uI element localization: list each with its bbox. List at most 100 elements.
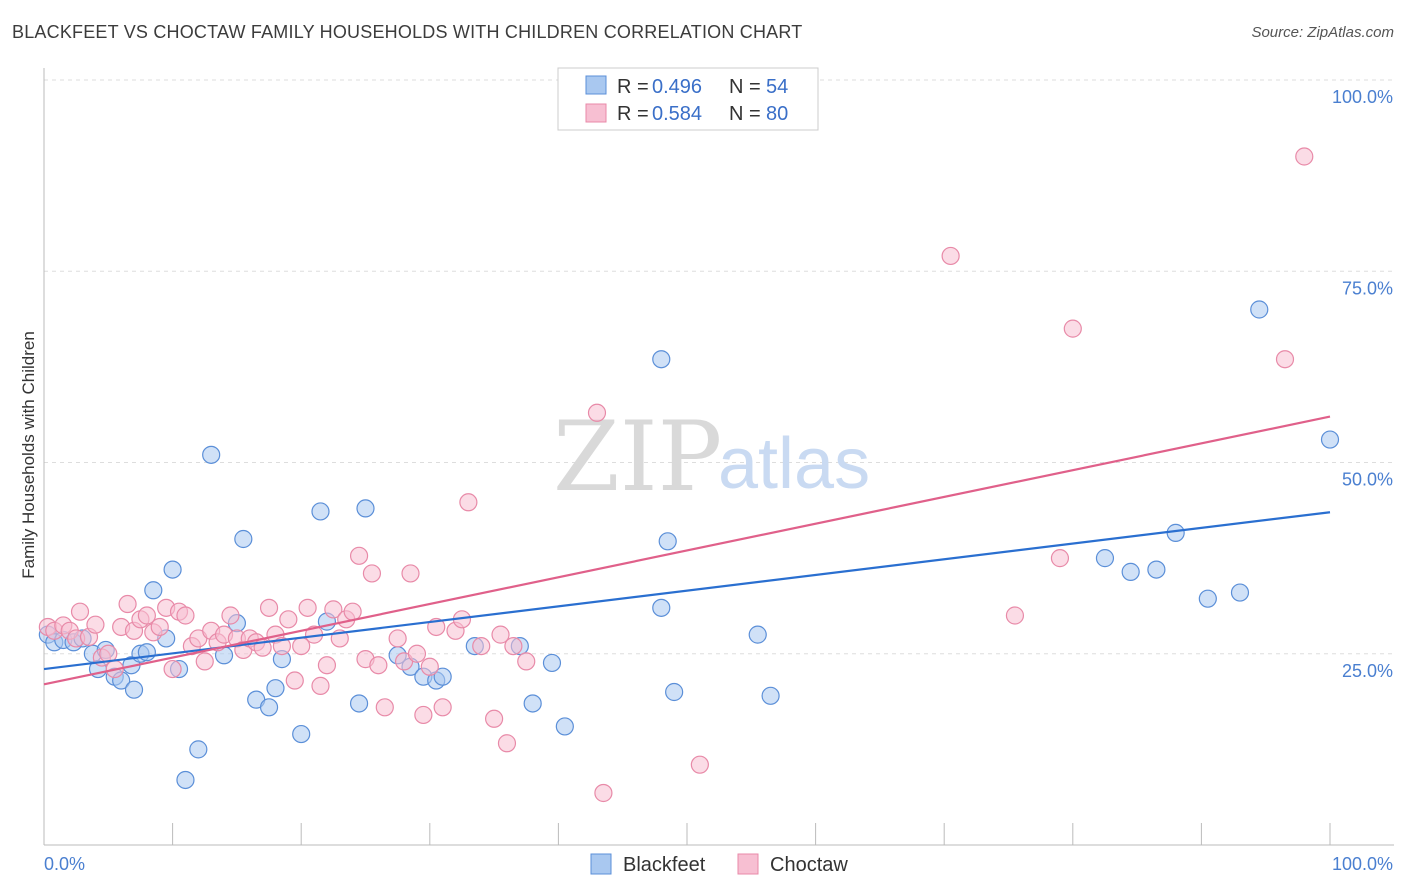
- blackfeet-point-40: [523, 694, 542, 713]
- source-label: Source: ZipAtlas.com: [1251, 24, 1394, 41]
- blackfeet-point-54: [1230, 583, 1250, 602]
- choctaw-point-21: [176, 606, 195, 625]
- blackfeet-point-29: [311, 502, 330, 521]
- bottom-legend-swatch-blackfeet: [590, 853, 612, 875]
- y-tick-label-0: 25.0%: [1342, 661, 1393, 681]
- blackfeet-point-55: [1250, 300, 1269, 319]
- choctaw-point-12: [118, 594, 137, 614]
- legend-n-value-choctaw: 80: [766, 103, 788, 125]
- choctaw-point-53: [388, 629, 407, 648]
- choctaw-point-38: [285, 671, 304, 690]
- bottom-legend: Blackfeet Choctaw: [590, 853, 848, 876]
- y-tick-label-2: 75.0%: [1342, 278, 1393, 298]
- choctaw-point-78: [1295, 147, 1314, 166]
- grid-lines: [44, 79, 1394, 655]
- choctaw-point-28: [221, 606, 240, 625]
- choctaw-point-77: [1275, 350, 1295, 369]
- blackfeet-point-23: [234, 529, 253, 549]
- axes: [43, 68, 1394, 846]
- choctaw-point-65: [485, 709, 504, 728]
- choctaw-point-67: [497, 734, 517, 753]
- blackfeet-point-45: [652, 598, 671, 617]
- choctaw-point-37: [279, 610, 298, 629]
- choctaw-point-73: [941, 246, 960, 266]
- y-tick-labels: 25.0% 50.0% 75.0% 100.0%: [1332, 87, 1393, 681]
- choctaw-point-34: [259, 598, 279, 617]
- watermark: ZIP atlas: [553, 401, 870, 513]
- blackfeet-point-16: [163, 560, 182, 579]
- blackfeet-point-46: [665, 682, 684, 702]
- blackfeet-point-41: [542, 653, 562, 673]
- legend-r-value-blackfeet: 0.496: [652, 76, 702, 98]
- blackfeet-points: [38, 300, 1340, 790]
- bottom-legend-blackfeet: Blackfeet: [623, 854, 706, 876]
- choctaw-point-36: [272, 636, 292, 656]
- choctaw-point-56: [407, 644, 427, 663]
- choctaw-point-47: [343, 602, 362, 621]
- blackfeet-point-32: [356, 499, 375, 518]
- choctaw-point-55: [401, 564, 420, 583]
- choctaw-point-15: [137, 606, 156, 625]
- choctaw-point-51: [369, 656, 388, 675]
- choctaw-point-70: [587, 403, 607, 422]
- legend-r-label-choctaw: R =: [617, 103, 649, 125]
- choctaw-points: [38, 147, 1314, 803]
- blackfeet-point-51: [1147, 560, 1166, 579]
- blackfeet-point-48: [761, 686, 780, 705]
- choctaw-point-76: [1063, 319, 1082, 338]
- legend-n-value-blackfeet: 54: [766, 76, 788, 98]
- blackfeet-point-56: [1320, 430, 1340, 449]
- choctaw-point-74: [1005, 606, 1025, 625]
- legend-swatch-choctaw: [585, 103, 607, 123]
- blackfeet-point-14: [124, 680, 144, 699]
- choctaw-point-7: [86, 615, 105, 634]
- legend-swatch-blackfeet: [585, 75, 607, 95]
- blackfeet-point-28: [292, 724, 311, 744]
- x-tick-label-1: 100.0%: [1332, 854, 1393, 874]
- bottom-legend-swatch-choctaw: [737, 853, 759, 875]
- choctaw-point-5: [70, 602, 90, 621]
- choctaw-point-75: [1050, 549, 1070, 568]
- choctaw-point-69: [517, 652, 536, 671]
- choctaw-point-50: [362, 564, 382, 583]
- blackfeet-point-53: [1198, 589, 1217, 608]
- blackfeet-point-50: [1121, 562, 1140, 581]
- choctaw-point-42: [311, 676, 330, 695]
- blackfeet-point-25: [259, 698, 279, 717]
- x-tick-label-0: 0.0%: [44, 854, 85, 874]
- legend-n-label-blackfeet: N =: [729, 76, 761, 98]
- blackfeet-point-49: [1095, 549, 1115, 568]
- y-tick-label-3: 100.0%: [1332, 87, 1393, 107]
- blackfeet-point-13: [144, 581, 163, 600]
- choctaw-point-68: [504, 636, 523, 656]
- top-legend: R = 0.496 N = 54 R = 0.584 N = 80: [557, 67, 819, 131]
- blackfeet-point-52: [1166, 523, 1185, 542]
- blackfeet-point-43: [652, 350, 671, 369]
- choctaw-point-66: [491, 625, 510, 644]
- watermark-zip: ZIP: [553, 401, 722, 513]
- choctaw-point-43: [317, 656, 337, 675]
- choctaw-point-60: [433, 698, 452, 717]
- bottom-legend-choctaw: Choctaw: [770, 854, 848, 876]
- choctaw-point-71: [594, 783, 613, 803]
- chart-title: BLACKFEET VS CHOCTAW FAMILY HOUSEHOLDS W…: [12, 22, 803, 42]
- x-tick-labels: 0.0% 100.0%: [44, 854, 1393, 874]
- blackfeet-point-47: [748, 625, 767, 644]
- choctaw-point-17: [150, 617, 169, 637]
- choctaw-point-24: [195, 652, 214, 671]
- choctaw-point-72: [690, 755, 709, 774]
- choctaw-point-63: [459, 493, 478, 512]
- blackfeet-point-20: [202, 445, 221, 464]
- blackfeet-point-18: [176, 770, 195, 790]
- y-tick-label-1: 50.0%: [1342, 470, 1393, 490]
- blackfeet-point-44: [658, 532, 677, 551]
- choctaw-point-19: [163, 659, 182, 679]
- blackfeet-point-31: [349, 694, 369, 713]
- trend-lines: [43, 415, 1331, 686]
- blackfeet-point-19: [189, 740, 208, 759]
- watermark-atlas: atlas: [718, 424, 870, 504]
- choctaw-point-57: [414, 705, 433, 725]
- blackfeet-point-26: [266, 679, 285, 698]
- legend-r-label-blackfeet: R =: [617, 76, 649, 98]
